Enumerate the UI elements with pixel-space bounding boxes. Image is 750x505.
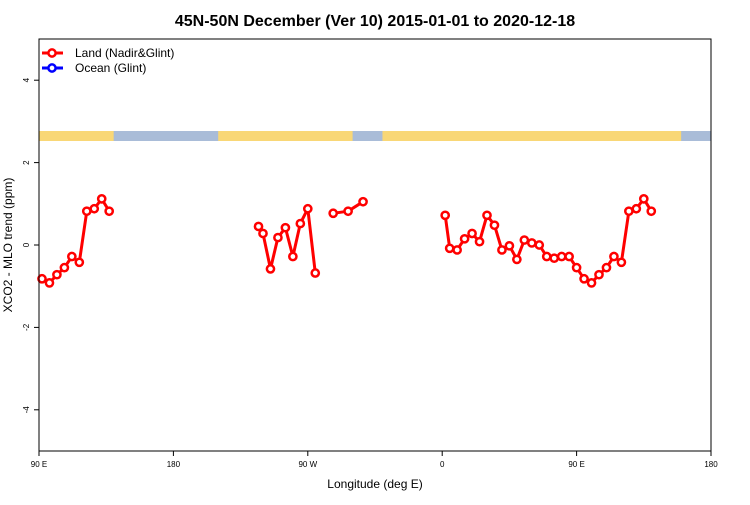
data-point [646,206,657,217]
data-point [89,203,100,214]
data-point [343,206,353,217]
x-tick-label: 90 E [31,460,47,469]
x-axis: 90 E 180 90 W 0 90 E 180 [31,451,718,469]
data-point [444,243,455,254]
data-point [549,253,560,264]
land-ocean-strip [39,131,711,141]
data-point [44,278,55,288]
x-tick-label: 90 E [568,460,584,469]
data-point [594,269,604,280]
data-point [497,245,507,255]
data-point [579,273,589,284]
y-tick-label: -2 [22,323,31,331]
x-tick-label: 90 W [298,460,317,469]
data-point [609,251,619,262]
legend-swatch-marker [47,48,57,58]
y-tick-label: 2 [22,160,31,165]
data-point [519,235,530,245]
data-point [104,206,115,217]
data-point [358,196,368,207]
x-tick-label: 180 [704,460,718,469]
plot-frame [38,38,712,452]
x-tick-label: 0 [440,460,445,469]
series-layer [37,194,657,288]
data-point [253,221,264,232]
series-line [257,207,317,274]
legend-label: Land (Nadir&Glint) [75,46,174,60]
land-strip-segment [218,131,353,141]
data-point [631,203,642,214]
ocean-strip [39,131,711,141]
series-line [41,197,111,285]
data-point [328,208,339,219]
data-point [534,240,545,250]
data-point [526,238,537,248]
data-point [280,222,291,233]
data-point [258,228,268,239]
y-axis: -4 -2 0 2 4 [22,77,39,413]
data-point [74,257,85,268]
data-point [295,218,306,229]
y-axis-label: XCO2 - MLO trend (ppm) [1,178,15,313]
legend: Land (Nadir&Glint)Ocean (Glint) [42,46,174,75]
data-point [440,210,451,221]
data-point [273,232,283,243]
y-tick-label: 4 [22,77,31,82]
legend-swatch-marker [47,63,57,73]
data-point [52,269,62,280]
data-point [37,273,47,284]
data-point [482,210,492,221]
data-point [624,206,634,217]
data-point [288,251,298,262]
data-point [601,262,612,273]
data-point [310,268,321,278]
data-point [638,194,649,204]
data-point [467,228,477,239]
x-axis-label: Longitude (deg E) [327,477,422,491]
data-point [302,203,313,214]
data-point [504,240,515,251]
data-point [96,194,107,204]
chart-title: 45N-50N December (Ver 10) 2015-01-01 to … [175,13,575,30]
land-strip-segment [382,131,682,141]
data-point [564,251,574,262]
data-point [474,236,485,247]
data-point [541,251,552,262]
data-point [512,254,522,265]
data-point [586,278,597,288]
data-point [59,262,70,273]
data-point [459,233,470,244]
data-point [265,264,276,274]
data-point [556,251,567,262]
land-strip-segment [39,131,114,141]
data-point [616,257,627,268]
data-point [571,262,582,273]
x-tick-label: 180 [167,460,181,469]
data-point [489,220,500,231]
data-point [67,251,77,262]
data-point [452,245,462,255]
legend-label: Ocean (Glint) [75,61,146,75]
y-tick-label: -4 [22,406,31,414]
data-point [81,206,92,217]
y-tick-label: 0 [22,242,31,247]
